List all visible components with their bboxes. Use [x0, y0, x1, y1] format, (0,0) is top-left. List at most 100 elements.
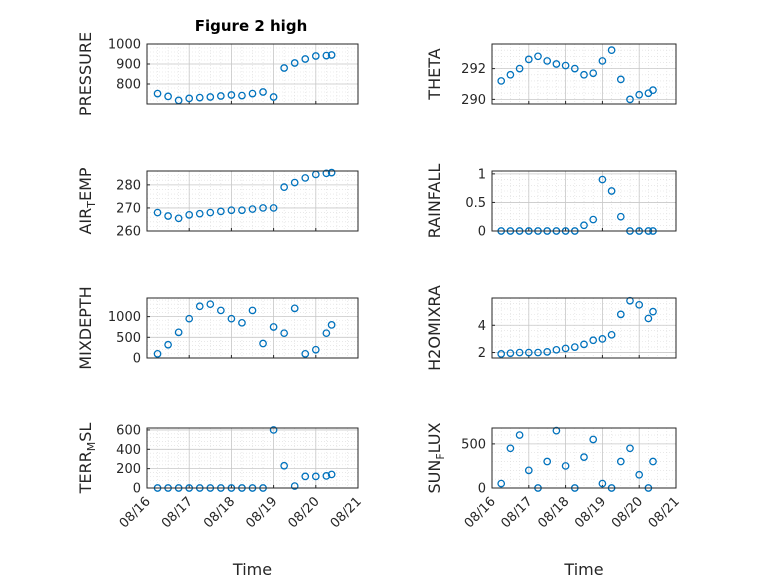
data-point	[561, 344, 570, 353]
data-point	[195, 93, 204, 102]
y-tick-label: 0.5	[465, 196, 486, 211]
data-point	[311, 472, 320, 481]
panel-4: 0 0.5 1 RAINFALL	[425, 164, 677, 240]
data-point	[290, 178, 299, 187]
y-tick-label: 1000	[108, 310, 141, 325]
y-axis-label: AIRTEMP	[76, 167, 98, 234]
data-point	[185, 314, 194, 323]
y-tick-label: 200	[116, 462, 141, 477]
data-point	[280, 329, 288, 338]
data-point	[164, 92, 172, 101]
data-point	[327, 51, 336, 59]
data-point	[616, 310, 625, 319]
axes-frame	[491, 297, 677, 359]
data-point	[259, 88, 267, 96]
data-point	[238, 91, 246, 100]
data-point	[543, 348, 552, 356]
y-tick-label: 290	[461, 93, 486, 108]
series-markers	[497, 46, 657, 104]
data-point	[290, 482, 299, 490]
data-point	[506, 349, 515, 358]
panel-3: 260 270 280 AIRTEMP	[76, 167, 359, 240]
data-point	[589, 435, 598, 444]
data-point	[248, 205, 257, 213]
data-point	[580, 70, 588, 79]
data-point	[280, 64, 288, 72]
y-tick-label: 800	[116, 78, 141, 93]
y-axis-label: MIXDEPTH	[76, 286, 95, 369]
data-point	[327, 168, 336, 177]
data-point	[153, 89, 162, 98]
axes-frame	[146, 297, 359, 359]
data-point	[322, 472, 331, 480]
data-point	[598, 479, 607, 488]
data-point	[506, 70, 515, 79]
data-point	[238, 206, 246, 215]
y-tick-label: 0	[133, 352, 141, 367]
y-tick-label: 500	[461, 437, 486, 452]
y-tick-label: 900	[116, 58, 141, 73]
y-axis-label: RAINFALL	[425, 164, 444, 239]
data-point	[164, 212, 172, 220]
data-point	[598, 335, 607, 343]
data-point	[311, 52, 320, 60]
data-point	[322, 51, 331, 60]
data-point	[290, 304, 299, 313]
data-point	[195, 302, 204, 311]
data-point	[311, 345, 320, 354]
data-point	[626, 95, 634, 104]
data-point	[248, 306, 257, 315]
data-point	[227, 91, 236, 99]
data-point	[552, 345, 561, 354]
data-point	[635, 300, 644, 309]
y-tick-label: 280	[116, 178, 141, 193]
data-point	[607, 330, 616, 339]
data-point	[506, 444, 515, 453]
data-point	[269, 426, 278, 434]
y-tick-label: 400	[116, 443, 141, 458]
data-point	[269, 93, 278, 101]
data-point	[635, 470, 644, 479]
panel-2: 290 292 THETA	[425, 43, 677, 108]
data-point	[515, 348, 524, 357]
data-point	[206, 300, 215, 309]
data-point	[616, 457, 625, 466]
data-point	[217, 306, 225, 315]
data-point	[301, 55, 310, 63]
data-point	[206, 93, 215, 101]
data-point	[626, 444, 634, 453]
data-point	[552, 426, 561, 435]
data-point	[524, 55, 533, 64]
y-axis-label: PRESSURE	[76, 32, 95, 116]
axes-frame	[491, 170, 677, 232]
data-point	[598, 57, 607, 65]
y-tick-label: 0	[478, 225, 486, 240]
y-tick-label: 260	[116, 225, 141, 240]
data-point	[561, 61, 570, 70]
data-point	[570, 343, 579, 351]
data-point	[301, 174, 310, 182]
data-point	[238, 318, 246, 327]
data-point	[649, 457, 657, 466]
data-point	[322, 329, 331, 338]
data-point	[534, 52, 542, 61]
series-markers	[153, 51, 336, 105]
data-point	[259, 204, 267, 212]
data-point	[195, 209, 204, 218]
panel-1: 800 900 1000 PRESSURE	[76, 32, 359, 116]
data-point	[598, 175, 607, 184]
data-point	[269, 204, 278, 212]
data-point	[515, 64, 524, 73]
data-point	[543, 457, 552, 466]
data-point	[580, 221, 588, 230]
x-axis-label: Time	[232, 560, 272, 579]
data-point	[616, 75, 625, 84]
y-axis-label: THETA	[425, 48, 444, 100]
y-tick-label: 0	[478, 482, 486, 497]
data-point	[185, 210, 194, 219]
data-point	[561, 462, 570, 470]
data-point	[635, 90, 644, 99]
data-point	[153, 350, 162, 358]
data-point	[589, 69, 598, 78]
data-point	[322, 169, 331, 178]
